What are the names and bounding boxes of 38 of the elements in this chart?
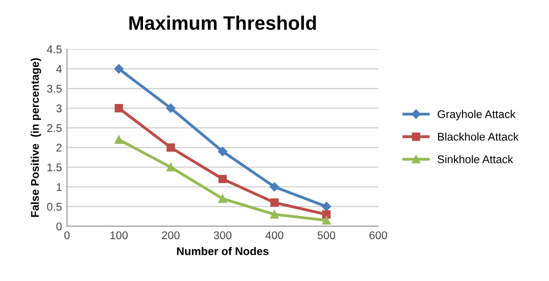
x-tick-label: 600 xyxy=(370,231,388,240)
y-tick-label: 0.5 xyxy=(47,202,62,211)
x-tick-label: 100 xyxy=(110,231,128,240)
point xyxy=(166,104,176,113)
point xyxy=(218,146,228,156)
x-tick-label: 400 xyxy=(265,231,284,240)
legend-label: Sinkhole Attack xyxy=(438,155,514,164)
point xyxy=(114,104,124,112)
point xyxy=(322,210,331,219)
y-tick-label: 0 xyxy=(56,222,62,230)
point xyxy=(270,210,279,219)
y-tick-label: 4 xyxy=(56,65,62,73)
point xyxy=(166,163,175,172)
y-tick-label: 1 xyxy=(56,183,62,191)
point xyxy=(218,174,227,184)
y-axis-title: False Positive (in percentage) xyxy=(30,58,42,217)
x-tick-label: 500 xyxy=(318,231,336,240)
y-tick-label: 2 xyxy=(56,144,62,152)
point xyxy=(166,143,175,152)
y-tick-label: 4.5 xyxy=(46,46,62,54)
x-tick-label: 300 xyxy=(214,231,232,240)
x-tick-label: 200 xyxy=(162,231,180,240)
y-tick-label: 1.5 xyxy=(48,164,62,172)
legend-label: Blackhole Attack xyxy=(438,132,519,141)
point xyxy=(322,202,332,212)
y-tick-label: 3.5 xyxy=(47,84,62,93)
y-tick-label: 2.5 xyxy=(47,124,62,132)
x-tick-label: 0 xyxy=(64,231,70,240)
point xyxy=(218,194,227,203)
legend-label: Grayhole Attack xyxy=(438,110,516,120)
point xyxy=(114,64,124,74)
point xyxy=(114,135,124,144)
point xyxy=(270,182,280,192)
y-tick-label: 3 xyxy=(56,104,62,112)
point xyxy=(322,216,331,224)
x-axis-title: Number of Nodes xyxy=(177,246,268,256)
chart-title: Maximum Threshold xyxy=(129,16,316,30)
point xyxy=(270,198,279,207)
